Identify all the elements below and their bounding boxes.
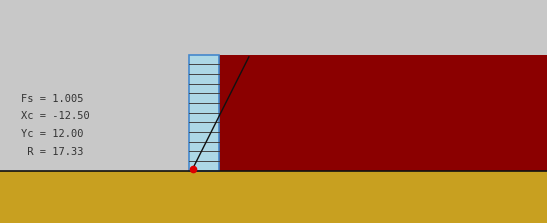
Text: R = 17.33: R = 17.33: [21, 147, 83, 157]
Text: Fs = 1.005: Fs = 1.005: [21, 94, 83, 104]
Bar: [189, 55, 219, 171]
Text: Yc = 12.00: Yc = 12.00: [21, 129, 83, 139]
Bar: [219, 55, 547, 171]
Text: Xc = -12.50: Xc = -12.50: [21, 112, 90, 122]
Bar: [0, 171, 547, 223]
